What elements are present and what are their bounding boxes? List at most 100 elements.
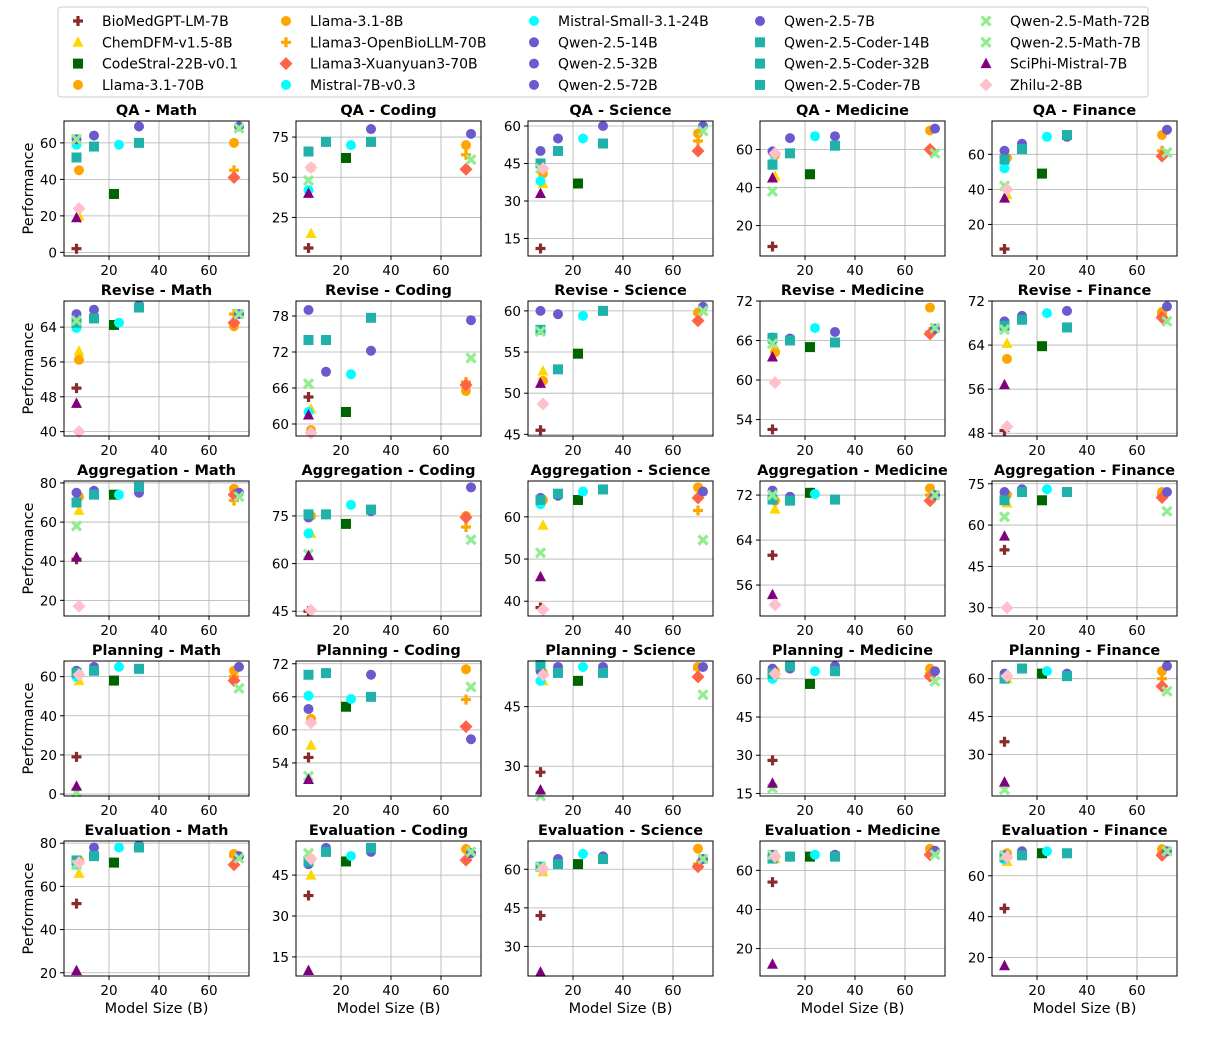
y-tick-label: 20 <box>968 951 985 967</box>
legend-marker-qwen-2-5-32b <box>529 58 539 69</box>
x-tick-label: 60 <box>200 803 217 819</box>
point-qwen-2-5-14b <box>321 366 331 377</box>
panel-planning-math: 0 20 40 60 20 40 60 Planning - Math Performance <box>21 643 250 819</box>
point-zhilu-2-8b <box>1000 601 1014 615</box>
x-tick-label: 40 <box>150 263 167 279</box>
y-tick-label: 40 <box>736 902 753 918</box>
panel-title: Planning - Medicine <box>772 643 933 659</box>
panel-evaluation-finance: 20 40 60 20 40 60 Evaluation - Finance Model Si… <box>968 823 1178 1017</box>
point-qwen-2-5-coder-14b <box>89 665 99 676</box>
point-qwen-2-5-coder-7b <box>999 495 1010 506</box>
legend-marker-qwen-2-5-coder-32b <box>755 58 765 69</box>
y-tick-label: 40 <box>40 923 57 939</box>
point-qwen-2-5-32b <box>1062 305 1072 316</box>
legend-label-mistral-small-3-1-24b: Mistral-Small-3.1-24B <box>558 14 709 30</box>
point-llama-3-1-70b <box>461 140 471 151</box>
point-qwen-2-5-coder-14b <box>89 313 99 324</box>
point-sciphi-mistral-7b <box>303 773 314 784</box>
point-llama3-openbiollm-70b <box>693 505 703 516</box>
point-qwen-2-5-coder-14b <box>785 661 795 672</box>
point-qwen-2-5-72b <box>698 486 708 497</box>
point-llama-3-1-70b <box>461 664 471 675</box>
point-qwen-2-5-14b <box>89 130 99 141</box>
panel-title: Aggregation - Science <box>530 463 710 479</box>
y-tick-label: 56 <box>40 355 57 371</box>
point-qwen-2-5-coder-14b <box>89 489 99 500</box>
y-tick-label: 40 <box>504 594 521 610</box>
legend-label-mistral-7b-v0-3: Mistral-7B-v0.3 <box>310 78 416 94</box>
legend-marker-sciphi-mistral-7b <box>980 57 992 69</box>
point-qwen-2-5-math-7b <box>534 547 547 559</box>
point-qwen-2-5-coder-32b <box>1062 848 1072 859</box>
point-sciphi-mistral-7b <box>999 378 1010 390</box>
point-llama3-openbiollm-70b <box>461 149 471 160</box>
legend-marker-llama3-openbiollm-70b <box>281 37 291 48</box>
legend-label-llama3-xuanyuan3-70b: Llama3-Xuanyuan3-70B <box>310 57 478 73</box>
y-tick-label: 20 <box>736 942 753 958</box>
point-mistral-small-3-1-24b <box>578 661 588 672</box>
point-qwen-2-5-math-72b <box>465 534 477 546</box>
y-tick-label: 45 <box>272 868 289 884</box>
y-tick-label: 66 <box>736 334 753 350</box>
y-axis-label: Performance <box>21 862 37 954</box>
point-mistral-small-3-1-24b <box>114 842 124 853</box>
point-zhilu-2-8b <box>536 162 550 175</box>
panel-title: QA - Science <box>569 103 671 119</box>
y-tick-label: 66 <box>272 381 289 397</box>
legend-label-qwen-2-5-coder-7b: Qwen-2.5-Coder-7B <box>784 78 921 94</box>
x-tick-label: 40 <box>846 623 863 639</box>
point-llama3-xuanyuan3-70b <box>459 378 473 392</box>
point-qwen-2-5-math-72b <box>929 322 941 334</box>
x-tick-label: 20 <box>564 803 581 819</box>
y-tick-label: 72 <box>272 345 289 361</box>
panel-frame <box>527 300 714 437</box>
point-biomedgpt-lm-7b <box>767 755 778 766</box>
point-qwen-2-5-coder-32b <box>366 312 376 323</box>
x-tick-label: 40 <box>382 983 399 999</box>
point-llama3-xuanyuan3-70b <box>227 674 241 688</box>
y-tick-label: 75 <box>272 130 289 146</box>
point-chemdfm-v1-5-8b <box>1001 337 1013 348</box>
point-qwen-2-5-7b <box>71 487 82 498</box>
point-llama-3-1-8b <box>1002 353 1012 364</box>
point-llama-3-1-70b <box>229 137 239 148</box>
legend-marker-qwen-2-5-coder-7b <box>755 79 765 90</box>
panel-revise-medicine: 54 60 66 72 20 40 60 Revise - Medicine <box>736 283 946 459</box>
x-tick-label: 60 <box>664 623 681 639</box>
point-codestral-22b-v0-1 <box>341 152 351 163</box>
point-qwen-2-5-coder-7b <box>535 659 546 670</box>
panel-frame <box>991 660 1178 797</box>
y-tick-label: 56 <box>736 578 753 594</box>
legend-marker-qwen-2-5-math-72b <box>980 15 992 27</box>
legend-marker-qwen-2-5-math-7b <box>980 36 992 48</box>
point-qwen-2-5-math-72b <box>233 491 245 503</box>
point-mistral-small-3-1-24b <box>810 131 820 142</box>
x-tick-label: 40 <box>614 263 631 279</box>
point-llama3-xuanyuan3-70b <box>227 316 241 330</box>
point-mistral-small-3-1-24b <box>1042 666 1052 677</box>
x-tick-label: 40 <box>1078 443 1095 459</box>
point-sciphi-mistral-7b <box>535 570 546 582</box>
y-tick-label: 0 <box>48 787 57 803</box>
y-tick-label: 40 <box>40 554 57 570</box>
panel-evaluation-math: 20 40 60 80 20 40 60 Evaluation - Math Model Siz… <box>21 823 250 1017</box>
x-tick-label: 60 <box>432 803 449 819</box>
y-tick-label: 60 <box>272 557 289 573</box>
point-qwen-2-5-7b <box>303 703 314 714</box>
y-tick-label: 20 <box>40 748 57 764</box>
point-qwen-2-5-coder-7b <box>303 669 314 680</box>
point-qwen-2-5-math-72b <box>233 122 245 134</box>
point-qwen-2-5-math-7b <box>70 133 83 145</box>
point-qwen-2-5-math-7b <box>70 314 83 327</box>
panel-frame <box>759 840 946 977</box>
x-tick-label: 60 <box>1128 623 1145 639</box>
point-qwen-2-5-coder-7b <box>535 158 546 169</box>
point-qwen-2-5-coder-32b <box>830 494 840 505</box>
y-tick-label: 25 <box>272 210 289 226</box>
point-chemdfm-v1-5-8b <box>537 519 549 530</box>
x-tick-label: 40 <box>1078 803 1095 819</box>
point-qwen-2-5-coder-32b <box>366 691 376 702</box>
point-codestral-22b-v0-1 <box>1037 668 1047 679</box>
point-qwen-2-5-coder-14b <box>1017 663 1027 674</box>
panel-frame <box>63 300 250 437</box>
